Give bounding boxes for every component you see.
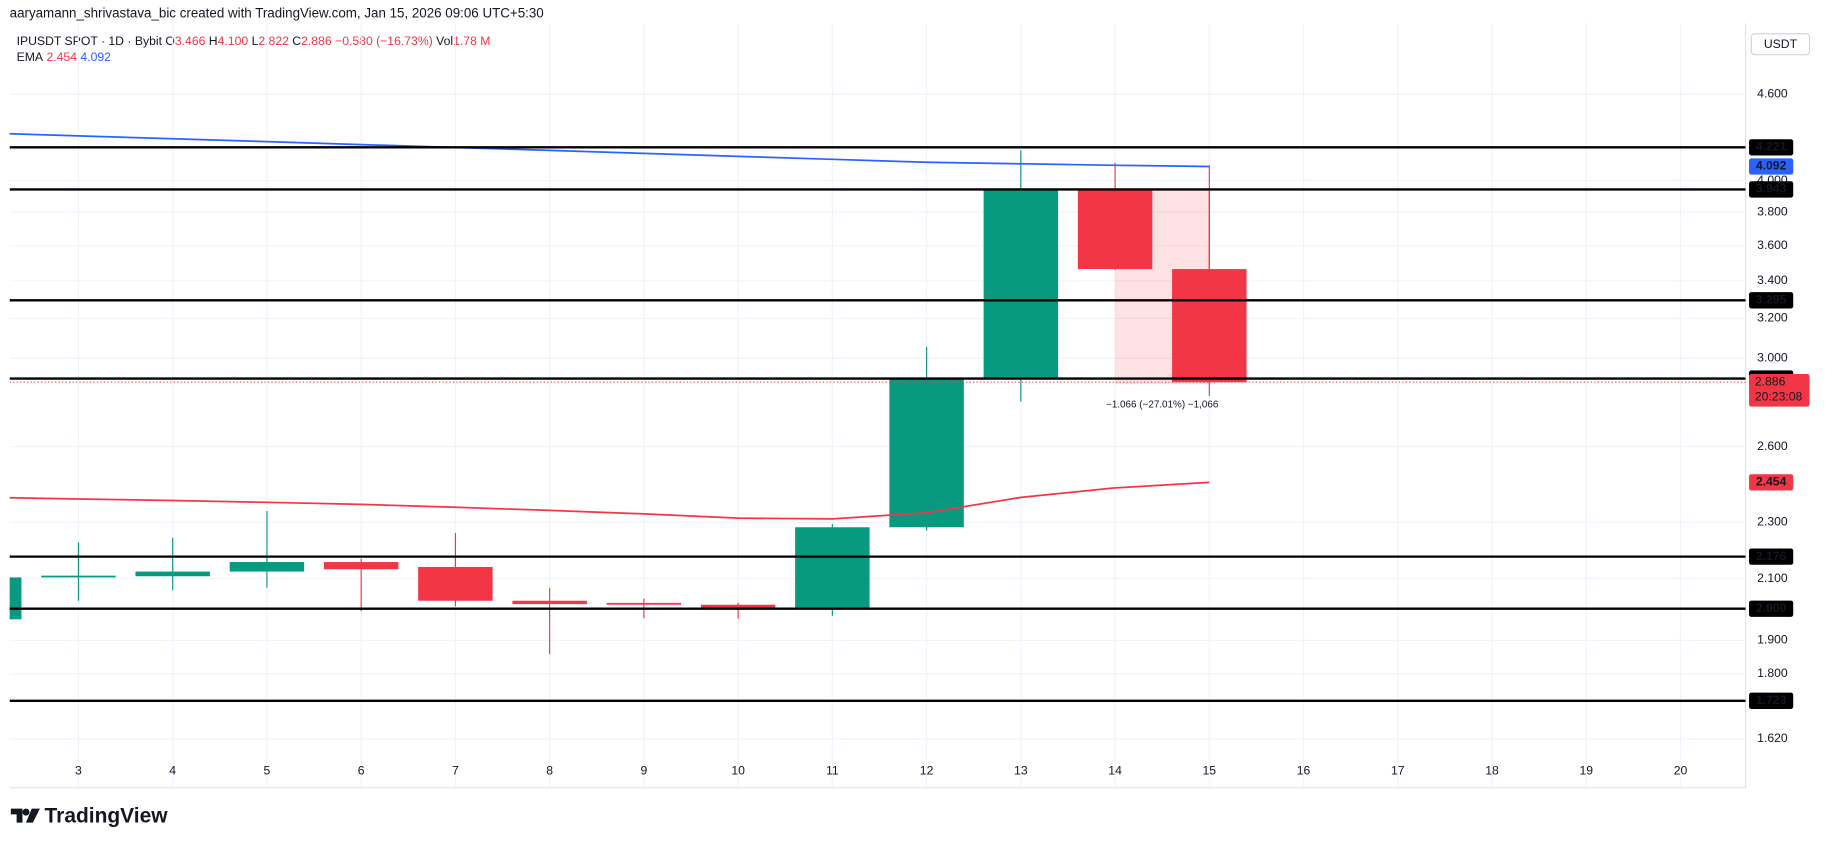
- y-tick-label: 2.300: [1757, 515, 1788, 529]
- currency-box[interactable]: [1750, 33, 1811, 56]
- y-tick-label: 1.800: [1757, 666, 1788, 680]
- ema-value: 2.454: [46, 50, 77, 64]
- candle-body: [606, 602, 682, 605]
- currency[interactable]: USDT: [1764, 37, 1798, 51]
- y-tick-label: 2.600: [1757, 439, 1788, 453]
- x-tick-label: 3: [75, 764, 82, 778]
- candle-body: [229, 562, 305, 572]
- y-tick-label: 4.600: [1757, 86, 1788, 100]
- y-tick-label: 1.900: [1757, 633, 1788, 647]
- y-tick-label: 3.400: [1757, 273, 1788, 287]
- countdown: 20:23:08: [1755, 390, 1803, 404]
- level-label: 1.723: [1756, 693, 1787, 707]
- x-tick-label: 9: [640, 764, 647, 778]
- last-price-box: [1749, 374, 1810, 407]
- ohlc-value: 4.100: [218, 34, 249, 48]
- ohlc-label: L: [252, 34, 259, 48]
- x-tick-label: 4: [169, 764, 176, 778]
- ema-line: [9, 481, 1210, 520]
- level-box: [1749, 292, 1794, 309]
- ema-price-label: 4.092: [1756, 159, 1787, 173]
- x-tick-label: 8: [546, 764, 553, 778]
- ema-line: [9, 132, 1210, 168]
- ema-value: 4.092: [80, 50, 111, 64]
- x-tick-label: 12: [920, 764, 934, 778]
- x-tick-label: 18: [1485, 764, 1499, 778]
- x-tick-label: 14: [1108, 764, 1122, 778]
- logo: TradingView: [10, 804, 169, 827]
- level-box: [1749, 139, 1794, 156]
- ema-price-box: [1749, 158, 1794, 175]
- last-price-label: 2.886: [1755, 374, 1786, 388]
- x-tick-label: 10: [731, 764, 745, 778]
- level-label: 2.176: [1756, 549, 1787, 563]
- candle-body: [795, 527, 870, 608]
- measure-label: −1.066 (−27.01%) −1,066: [1106, 400, 1219, 411]
- ohlc-value: 3.466: [175, 34, 206, 48]
- x-tick-label: 7: [452, 764, 459, 778]
- ohlc-value: 2.822: [258, 34, 289, 48]
- y-tick-label: 3.000: [1757, 350, 1788, 364]
- level-box: [1749, 600, 1794, 617]
- credit: aaryamann_shrivastava_bic created with T…: [10, 5, 544, 20]
- ohlc-value: 2.886: [301, 34, 332, 48]
- candle-body: [1172, 269, 1247, 383]
- level-label: 2.000: [1756, 601, 1787, 615]
- x-tick-label: 13: [1014, 764, 1028, 778]
- level-box: [1749, 181, 1794, 198]
- x-tick-label: 19: [1579, 764, 1593, 778]
- ohlc-label: O: [165, 34, 175, 48]
- candle-body: [9, 577, 22, 620]
- logo-icon: [10, 808, 40, 823]
- candle-body: [41, 575, 116, 578]
- level-label: 4.221: [1756, 140, 1787, 154]
- candle-body: [700, 604, 776, 608]
- ema-price-label: 2.454: [1756, 475, 1787, 489]
- volume-label: Vol: [436, 34, 453, 48]
- candle-body: [1077, 189, 1153, 270]
- legend-ohlc: IPUSDT SPOT · 1D · Bybit O3.466 H4.100 L…: [17, 34, 491, 48]
- candle-body: [135, 571, 210, 577]
- level-box: [1749, 548, 1794, 565]
- x-tick-label: 17: [1391, 764, 1405, 778]
- symbol: IPUSDT SPOT · 1D · Bybit: [17, 34, 163, 48]
- candle-body: [418, 566, 493, 601]
- ema-price-box: [1749, 474, 1794, 491]
- candle-body: [512, 600, 587, 605]
- legend-ema: EMA 2.454 4.092: [17, 50, 112, 64]
- y-tick-label: 3.800: [1757, 204, 1788, 218]
- volume-value: 1.78 M: [453, 34, 490, 48]
- level-label: 3.943: [1756, 182, 1787, 196]
- level-label: 3.295: [1756, 293, 1787, 307]
- x-tick-label: 20: [1674, 764, 1688, 778]
- x-tick-label: 6: [358, 764, 365, 778]
- ohlc-label: C: [292, 34, 301, 48]
- brand: TradingView: [45, 804, 169, 827]
- plot-area: [9, 23, 1746, 788]
- y-tick-label: 1.620: [1757, 731, 1788, 745]
- x-tick-label: 15: [1203, 764, 1217, 778]
- change: −0.580 (−16.73%): [335, 34, 433, 48]
- x-tick-label: 11: [826, 764, 839, 778]
- candle-body: [889, 378, 964, 528]
- y-tick-label: 2.100: [1757, 571, 1788, 585]
- x-tick-label: 16: [1297, 764, 1311, 778]
- x-tick-label: 5: [264, 764, 271, 778]
- ohlc-label: H: [209, 34, 218, 48]
- y-tick-label: 3.600: [1757, 238, 1788, 252]
- level-box: [1749, 692, 1794, 709]
- candle-body: [323, 562, 399, 570]
- y-tick-label: 3.200: [1757, 311, 1788, 325]
- candle-body: [983, 189, 1059, 379]
- price-axis: 4.6004.0003.8003.6003.4003.2003.0002.600…: [1749, 86, 1810, 745]
- ema-name: EMA: [17, 50, 44, 64]
